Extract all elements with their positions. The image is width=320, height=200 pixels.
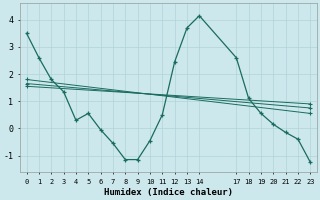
X-axis label: Humidex (Indice chaleur): Humidex (Indice chaleur) [104, 188, 233, 197]
